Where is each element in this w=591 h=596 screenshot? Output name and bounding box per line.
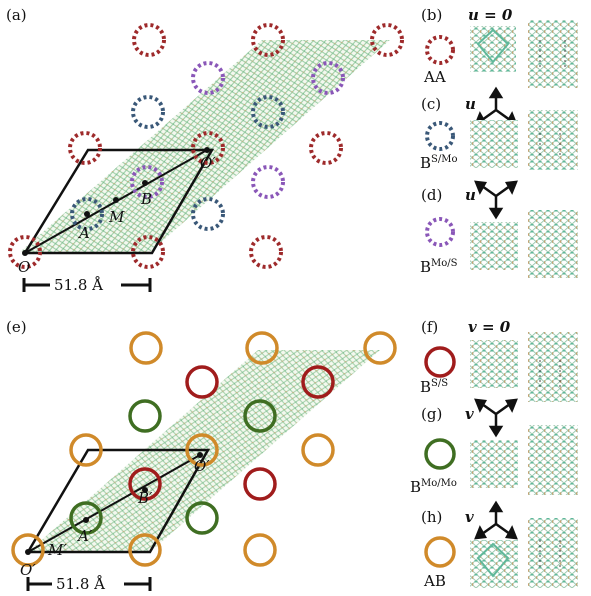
ab-label: AB [423,572,446,590]
panel-d-label: (d) [421,186,442,204]
point-oprime-bottom: O′ [194,457,210,475]
bsmo-side-view [528,110,578,170]
point-m-top: M [108,208,125,226]
g-arrows [474,398,518,438]
bmomo-side-view [528,425,578,495]
aa-side-view [528,20,578,88]
supercell-outline-bottom [25,448,211,554]
bsmo-top-view [470,120,518,168]
bmos-legend-circle [425,217,455,247]
panel-g-label: (g) [421,405,442,423]
aa-legend-circle [425,35,455,65]
aa-stacking-circles [8,23,404,269]
c-symbol: u [465,95,476,113]
h-arrows [474,500,518,540]
ab-side-view [528,518,578,588]
scale-bar-top [22,278,152,292]
aa-top-view [470,26,516,72]
ab-stacking-circles [11,331,397,567]
d-arrows [474,180,518,220]
scale-bar-bottom [26,577,152,591]
point-b-top: B [140,190,152,208]
supercell-outline-top [22,148,215,255]
bmos-stacking-circles [130,61,345,199]
panel-b-label: (b) [421,6,442,24]
panel-h-label: (h) [421,508,442,526]
diagonal-line-bottom [27,454,201,553]
bmos-side-view [528,210,578,278]
ab-legend-circle [424,536,456,568]
bsmo-stacking-circles [70,95,285,231]
bmomo-legend-circle [424,438,456,470]
h-symbol: v [465,508,474,526]
panel-c-label: (c) [421,95,441,113]
bsmo-legend-circle [425,121,455,151]
bss-legend-circle [424,346,456,378]
point-m-bottom: M′ [47,541,67,559]
f-equation: v = 0 [468,318,511,336]
c-arrows [474,86,518,126]
scale-label-top: 51.8 Å [54,276,103,294]
scale-label-bottom: 51.8 Å [56,575,105,593]
bmos-label: BMo/S [420,258,458,276]
bmomo-label: BMo/Mo [410,478,457,496]
aa-label: AA [423,68,446,86]
d-symbol: u [465,186,476,204]
panel-a-label: (a) [6,6,27,24]
point-a-top: A [77,224,90,242]
point-o-top: O [18,258,30,276]
bsmo-label: BS/Mo [420,154,458,172]
point-a-bottom: A′ [76,527,93,545]
bmomo-stacking-circles [69,399,277,535]
point-o-bottom: O′ [20,561,36,579]
point-oprime-top: O′ [200,154,216,172]
panel-f-label: (f) [421,318,438,336]
bmomo-top-view [470,440,518,488]
bss-label: BS/S [420,378,448,396]
g-symbol: v [465,405,474,423]
panel-e-label: (e) [6,318,27,336]
bss-stacking-circles [128,365,335,501]
moire-lattice-top [20,40,390,252]
point-b-bottom: B′ [137,489,153,507]
ab-top-view [470,540,518,588]
bss-side-view [528,332,578,402]
bmos-top-view [470,222,518,270]
b-equation: u = 0 [468,6,513,24]
bss-top-view [470,340,518,388]
